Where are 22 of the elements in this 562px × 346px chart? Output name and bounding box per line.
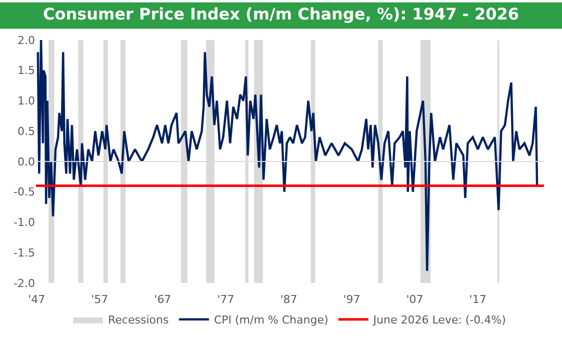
y-tick-label: 1.0	[18, 94, 35, 108]
x-tick-label: '47	[28, 293, 46, 306]
legend-label: Recessions	[108, 314, 169, 327]
y-tick-label: 0.5	[18, 124, 35, 138]
y-tick-label: 0.0	[18, 155, 35, 168]
y-tick-label: 1.5	[18, 64, 35, 78]
x-tick-label: '07	[406, 293, 424, 306]
legend-label: CPI (m/m % Change)	[214, 314, 328, 327]
x-tick-label: '77	[217, 293, 234, 306]
line-series	[36, 40, 538, 272]
legend-label: June 2026 Leve: (-0.4%)	[372, 314, 506, 327]
x-tick-label: '97	[343, 293, 360, 306]
y-tick-label: -1.0	[14, 216, 35, 230]
x-tick-label: '67	[154, 293, 172, 306]
x-tick-label: '87	[280, 293, 298, 306]
chart-title: Consumer Price Index (m/m Change, %): 1947 - 2026	[42, 4, 520, 24]
x-tick-label: '17	[469, 293, 486, 306]
y-tick-label: -0.5	[14, 186, 35, 199]
y-tick-label: -1.5	[14, 246, 35, 260]
y-tick-label: 2.0	[18, 34, 35, 47]
y-tick-label: -2.0	[14, 276, 35, 290]
x-tick-label: '57	[91, 293, 108, 306]
